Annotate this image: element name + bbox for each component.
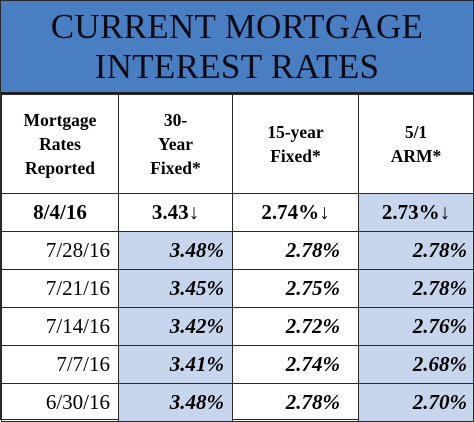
table-row: 6/30/16 3.48% 2.78% 2.70% bbox=[1, 383, 474, 422]
page-title: CURRENT MORTGAGE INTEREST RATES bbox=[1, 1, 473, 94]
row-15-year-rate: 2.75% bbox=[232, 269, 359, 308]
row-arm-rate: 2.68% bbox=[358, 345, 474, 384]
row-arm-rate: 2.76% bbox=[358, 307, 474, 346]
row-15-year-rate: 2.78% bbox=[232, 383, 359, 422]
header-row: Mortgage Rates Reported 30- Year Fixed* … bbox=[1, 94, 474, 194]
down-arrow-icon: ↓ bbox=[439, 200, 451, 224]
header-mortgage-rates-reported: Mortgage Rates Reported bbox=[1, 94, 119, 194]
title-line-2: INTEREST RATES bbox=[94, 46, 380, 86]
latest-30-year-rate: 3.43↓ bbox=[118, 193, 233, 232]
row-date: 7/28/16 bbox=[1, 231, 119, 270]
header-30-year-fixed: 30- Year Fixed* bbox=[118, 94, 233, 194]
row-30-year-rate: 3.42% bbox=[118, 307, 233, 346]
table-row: 7/21/16 3.45% 2.75% 2.78% bbox=[1, 269, 474, 308]
table-row: 7/7/16 3.41% 2.74% 2.68% bbox=[1, 345, 474, 384]
row-date: 7/21/16 bbox=[1, 269, 119, 308]
down-arrow-icon: ↓ bbox=[188, 200, 200, 224]
row-30-year-rate: 3.48% bbox=[118, 231, 233, 270]
row-30-year-rate: 3.41% bbox=[118, 345, 233, 384]
row-arm-rate: 2.78% bbox=[358, 269, 474, 308]
title-line-1: CURRENT MORTGAGE bbox=[50, 6, 424, 46]
header-15-year-fixed: 15-year Fixed* bbox=[232, 94, 359, 194]
table-row: 7/28/16 3.48% 2.78% 2.78% bbox=[1, 231, 474, 270]
row-arm-rate: 2.70% bbox=[358, 383, 474, 422]
rates-table: Mortgage Rates Reported 30- Year Fixed* … bbox=[1, 94, 474, 422]
latest-15-year-rate: 2.74%↓ bbox=[232, 193, 359, 232]
row-15-year-rate: 2.74% bbox=[232, 345, 359, 384]
table-row: 7/14/16 3.42% 2.72% 2.76% bbox=[1, 307, 474, 346]
row-30-year-rate: 3.48% bbox=[118, 383, 233, 422]
row-date: 7/7/16 bbox=[1, 345, 119, 384]
latest-arm-rate: 2.73%↓ bbox=[358, 193, 474, 232]
row-15-year-rate: 2.72% bbox=[232, 307, 359, 346]
header-5-1-arm: 5/1 ARM* bbox=[358, 94, 474, 194]
latest-date: 8/4/16 bbox=[1, 193, 119, 232]
row-date: 7/14/16 bbox=[1, 307, 119, 346]
latest-row: 8/4/16 3.43↓ 2.74%↓ 2.73%↓ bbox=[1, 193, 474, 232]
row-30-year-rate: 3.45% bbox=[118, 269, 233, 308]
row-arm-rate: 2.78% bbox=[358, 231, 474, 270]
down-arrow-icon: ↓ bbox=[319, 200, 330, 224]
row-date: 6/30/16 bbox=[1, 383, 119, 422]
row-15-year-rate: 2.78% bbox=[232, 231, 359, 270]
